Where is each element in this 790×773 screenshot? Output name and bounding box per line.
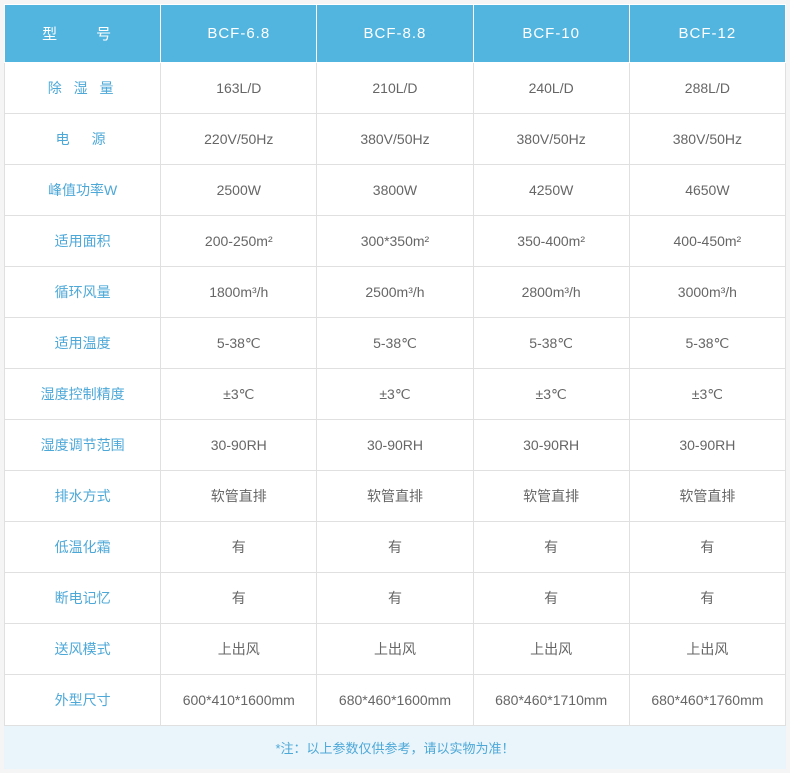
table-row: 排水方式软管直排软管直排软管直排软管直排: [5, 471, 786, 522]
table-row: 低温化霜有有有有: [5, 522, 786, 573]
cell-value: 30-90RH: [473, 420, 629, 471]
header-row: 型 号 BCF-6.8 BCF-8.8 BCF-10 BCF-12: [5, 5, 786, 63]
cell-value: 2800m³/h: [473, 267, 629, 318]
row-label: 断电记忆: [5, 573, 161, 624]
header-model: BCF-10: [473, 5, 629, 63]
cell-value: ±3℃: [161, 369, 317, 420]
cell-value: 380V/50Hz: [473, 114, 629, 165]
row-label: 送风模式: [5, 624, 161, 675]
table-row: 湿度调节范围30-90RH30-90RH30-90RH30-90RH: [5, 420, 786, 471]
cell-value: 220V/50Hz: [161, 114, 317, 165]
table-row: 外型尺寸600*410*1600mm680*460*1600mm680*460*…: [5, 675, 786, 726]
cell-value: 5-38℃: [629, 318, 785, 369]
table-row: 断电记忆有有有有: [5, 573, 786, 624]
row-label: 外型尺寸: [5, 675, 161, 726]
cell-value: 上出风: [161, 624, 317, 675]
cell-value: 软管直排: [161, 471, 317, 522]
cell-value: ±3℃: [473, 369, 629, 420]
spec-table: 型 号 BCF-6.8 BCF-8.8 BCF-10 BCF-12 除 湿 量1…: [4, 4, 786, 726]
cell-value: 5-38℃: [473, 318, 629, 369]
table-row: 送风模式上出风上出风上出风上出风: [5, 624, 786, 675]
header-model: BCF-12: [629, 5, 785, 63]
row-label: 湿度调节范围: [5, 420, 161, 471]
row-label: 电 源: [5, 114, 161, 165]
cell-value: 240L/D: [473, 63, 629, 114]
table-row: 电 源220V/50Hz380V/50Hz380V/50Hz380V/50Hz: [5, 114, 786, 165]
cell-value: 350-400m²: [473, 216, 629, 267]
cell-value: 软管直排: [473, 471, 629, 522]
cell-value: 380V/50Hz: [629, 114, 785, 165]
footnote: *注：以上参数仅供参考，请以实物为准！: [4, 726, 786, 769]
cell-value: 2500W: [161, 165, 317, 216]
row-label: 适用面积: [5, 216, 161, 267]
row-label: 湿度控制精度: [5, 369, 161, 420]
cell-value: 288L/D: [629, 63, 785, 114]
cell-value: 上出风: [473, 624, 629, 675]
cell-value: 4250W: [473, 165, 629, 216]
row-label: 除 湿 量: [5, 63, 161, 114]
cell-value: 有: [317, 522, 473, 573]
table-row: 峰值功率W2500W3800W4250W4650W: [5, 165, 786, 216]
cell-value: 680*460*1600mm: [317, 675, 473, 726]
table-row: 循环风量1800m³/h2500m³/h2800m³/h3000m³/h: [5, 267, 786, 318]
cell-value: 210L/D: [317, 63, 473, 114]
cell-value: 上出风: [317, 624, 473, 675]
cell-value: 上出风: [629, 624, 785, 675]
cell-value: 有: [629, 573, 785, 624]
cell-value: 3000m³/h: [629, 267, 785, 318]
cell-value: 有: [473, 522, 629, 573]
cell-value: 软管直排: [629, 471, 785, 522]
cell-value: 5-38℃: [317, 318, 473, 369]
cell-value: 680*460*1710mm: [473, 675, 629, 726]
header-model: BCF-8.8: [317, 5, 473, 63]
cell-value: 5-38℃: [161, 318, 317, 369]
cell-value: 1800m³/h: [161, 267, 317, 318]
cell-value: 600*410*1600mm: [161, 675, 317, 726]
table-row: 除 湿 量163L/D210L/D240L/D288L/D: [5, 63, 786, 114]
cell-value: 有: [161, 522, 317, 573]
cell-value: 30-90RH: [317, 420, 473, 471]
table-row: 适用面积200-250m²300*350m²350-400m²400-450m²: [5, 216, 786, 267]
header-model: BCF-6.8: [161, 5, 317, 63]
cell-value: 4650W: [629, 165, 785, 216]
cell-value: 680*460*1760mm: [629, 675, 785, 726]
cell-value: ±3℃: [629, 369, 785, 420]
table-row: 适用温度5-38℃5-38℃5-38℃5-38℃: [5, 318, 786, 369]
header-label: 型 号: [5, 5, 161, 63]
cell-value: 有: [161, 573, 317, 624]
table-row: 湿度控制精度±3℃±3℃±3℃±3℃: [5, 369, 786, 420]
cell-value: 3800W: [317, 165, 473, 216]
cell-value: 2500m³/h: [317, 267, 473, 318]
row-label: 适用温度: [5, 318, 161, 369]
cell-value: 30-90RH: [161, 420, 317, 471]
row-label: 循环风量: [5, 267, 161, 318]
cell-value: ±3℃: [317, 369, 473, 420]
row-label: 低温化霜: [5, 522, 161, 573]
row-label: 峰值功率W: [5, 165, 161, 216]
cell-value: 有: [629, 522, 785, 573]
cell-value: 200-250m²: [161, 216, 317, 267]
cell-value: 有: [317, 573, 473, 624]
cell-value: 软管直排: [317, 471, 473, 522]
cell-value: 380V/50Hz: [317, 114, 473, 165]
cell-value: 400-450m²: [629, 216, 785, 267]
cell-value: 有: [473, 573, 629, 624]
cell-value: 30-90RH: [629, 420, 785, 471]
cell-value: 300*350m²: [317, 216, 473, 267]
cell-value: 163L/D: [161, 63, 317, 114]
row-label: 排水方式: [5, 471, 161, 522]
spec-body: 除 湿 量163L/D210L/D240L/D288L/D电 源220V/50H…: [5, 63, 786, 726]
